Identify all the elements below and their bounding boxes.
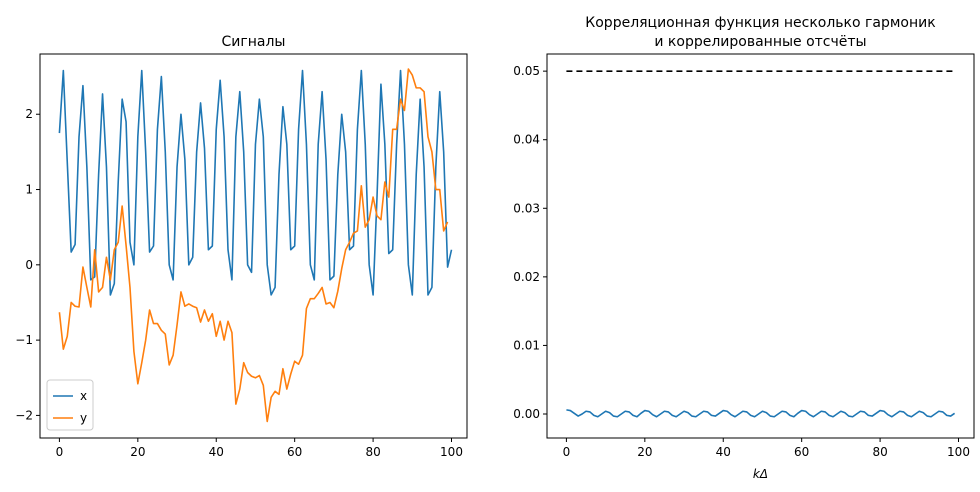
right-x-tick-label: 60 (794, 445, 809, 459)
left-y-tick-label: −1 (15, 333, 33, 347)
left-series-line-y (58, 68, 449, 423)
right-axes-frame (546, 53, 975, 439)
left-y-tick-label: −2 (15, 408, 33, 422)
right-x-tick-label: 80 (872, 445, 887, 459)
right-x-ticks: 0 20 40 60 80 100 (563, 438, 970, 459)
right-chart-title: Корреляционная функция несколько гармони… (585, 15, 935, 31)
left-x-tick-label: 100 (440, 445, 463, 459)
left-legend: x y (46, 379, 94, 431)
right-y-ticks: 0.00 0.01 0.02 0.03 0.04 0.05 (513, 64, 547, 421)
right-x-tick-label: 0 (563, 445, 571, 459)
right-y-tick-label: 0.05 (513, 64, 540, 78)
right-y-tick-label: 0.02 (513, 270, 540, 284)
left-subplot: Сигналы 0 20 40 60 80 100 −2 −1 0 1 2 x y (15, 34, 468, 459)
left-x-tick-label: 20 (130, 445, 145, 459)
left-series-lines (58, 68, 453, 423)
right-x-axis-label: kΔ (753, 467, 768, 481)
left-chart-title: Сигналы (222, 34, 286, 50)
right-y-tick-label: 0.04 (513, 133, 540, 147)
right-y-tick-label: 0.03 (513, 201, 540, 215)
right-series-lines (566, 70, 956, 418)
legend-label-x: x (80, 389, 87, 403)
left-y-tick-label: 0 (25, 258, 33, 272)
right-chart-subtitle: и коррелированные отсчёты (654, 34, 866, 50)
left-x-ticks: 0 20 40 60 80 100 (56, 438, 463, 459)
left-x-tick-label: 60 (287, 445, 302, 459)
left-series-line-x (58, 69, 453, 296)
left-x-tick-label: 40 (209, 445, 224, 459)
right-x-tick-label: 20 (637, 445, 652, 459)
legend-label-y: y (80, 411, 87, 425)
left-x-tick-label: 80 (365, 445, 380, 459)
right-x-tick-label: 40 (716, 445, 731, 459)
left-y-tick-label: 1 (25, 183, 33, 197)
right-series-line-0 (566, 409, 956, 418)
right-y-tick-label: 0.01 (513, 338, 540, 352)
left-axes-frame (39, 53, 468, 439)
right-subplot: Корреляционная функция несколько гармони… (513, 15, 975, 481)
right-y-tick-label: 0.00 (513, 407, 540, 421)
left-y-tick-label: 2 (25, 107, 33, 121)
right-x-tick-label: 100 (947, 445, 970, 459)
left-x-tick-label: 0 (56, 445, 64, 459)
left-y-ticks: −2 −1 0 1 2 (15, 107, 40, 422)
